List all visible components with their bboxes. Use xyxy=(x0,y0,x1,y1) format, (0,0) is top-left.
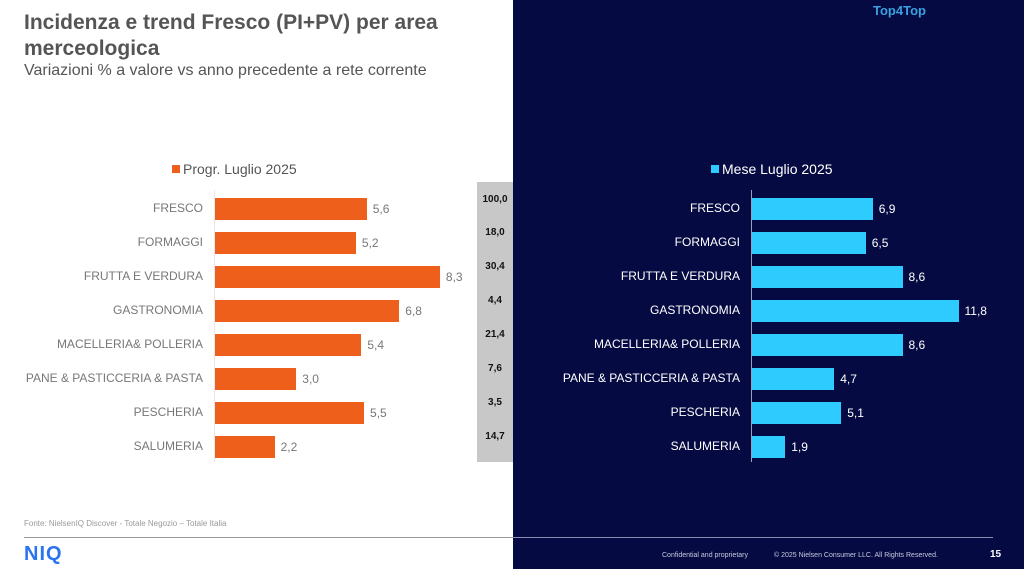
data-label: 6,5 xyxy=(871,236,889,250)
footer-divider xyxy=(24,537,513,538)
bar xyxy=(752,198,873,220)
category-label: FRESCO xyxy=(689,201,740,215)
data-label: 6,8 xyxy=(405,304,422,318)
bar xyxy=(215,368,297,390)
data-label: 5,6 xyxy=(372,202,390,216)
category-label: PESCHERIA xyxy=(670,405,740,419)
category-label: FRESCO xyxy=(152,201,203,215)
category-label: FRUTTA E VERDURA xyxy=(83,269,203,283)
bar xyxy=(215,334,362,356)
bar xyxy=(752,436,786,458)
incidence-value: 18,0 xyxy=(485,227,505,238)
category-axis xyxy=(751,190,752,462)
data-label: 11,8 xyxy=(964,304,987,318)
category-label: MACELLERIA& POLLERIA xyxy=(593,337,740,351)
legend-progr: Progr. Luglio 2025 xyxy=(172,161,297,177)
category-label: GASTRONOMIA xyxy=(112,303,203,317)
data-label: 8,6 xyxy=(908,338,926,352)
data-label: 5,1 xyxy=(847,406,864,420)
category-label: PANE & PASTICCERIA & PASTA xyxy=(562,371,740,385)
incidence-value: 7,6 xyxy=(488,363,502,374)
bar xyxy=(752,402,842,424)
category-label: PESCHERIA xyxy=(133,405,203,419)
niq-logo: NIQ xyxy=(24,543,63,565)
data-label: 5,4 xyxy=(367,338,385,352)
data-label: 5,2 xyxy=(361,236,379,250)
bar xyxy=(752,334,903,356)
bar xyxy=(752,300,959,322)
category-label: MACELLERIA& POLLERIA xyxy=(56,337,203,351)
incidence-value: 100,0 xyxy=(482,194,508,205)
confidential-note: Confidential and proprietary xyxy=(662,552,748,559)
legend-label: Mese Luglio 2025 xyxy=(722,161,833,177)
legend-swatch-orange xyxy=(172,165,180,173)
copyright-note: © 2025 Nielsen Consumer LLC. All Rights … xyxy=(774,552,938,559)
page-title: Incidenza e trend Fresco (PI+PV) per are… xyxy=(24,11,438,60)
category-label: SALUMERIA xyxy=(133,439,203,453)
page-subtitle: Variazioni % a valore vs anno precedente… xyxy=(24,62,427,79)
source-note: Fonte: NielsenIQ Discover - Totale Negoz… xyxy=(24,519,227,528)
data-label: 4,7 xyxy=(840,372,857,386)
category-axis xyxy=(214,190,215,462)
data-label: 6,9 xyxy=(878,202,896,216)
incidence-value: 14,7 xyxy=(485,431,505,442)
page-number: 15 xyxy=(990,549,1002,560)
bar xyxy=(215,266,440,288)
bar xyxy=(215,402,365,424)
incidence-value: 21,4 xyxy=(485,329,505,340)
data-label: 5,5 xyxy=(370,406,387,420)
category-label: GASTRONOMIA xyxy=(649,303,740,317)
category-label: FRUTTA E VERDURA xyxy=(620,269,740,283)
legend-swatch-cyan xyxy=(711,165,719,173)
category-label: SALUMERIA xyxy=(670,439,740,453)
data-label: 2,2 xyxy=(280,440,298,454)
brand-label: Top4Top xyxy=(873,3,926,18)
bar xyxy=(752,232,866,254)
category-label: FORMAGGI xyxy=(674,235,740,249)
bar xyxy=(215,198,367,220)
bar xyxy=(752,368,835,390)
incidence-column xyxy=(477,182,513,462)
category-label: PANE & PASTICCERIA & PASTA xyxy=(25,371,203,385)
incidence-value: 3,5 xyxy=(488,397,502,408)
incidence-value: 30,4 xyxy=(485,261,505,272)
data-label: 1,9 xyxy=(791,440,808,454)
data-label: 8,3 xyxy=(445,270,463,284)
bar xyxy=(215,436,275,458)
bar xyxy=(215,300,400,322)
bar xyxy=(752,266,903,288)
footer-divider xyxy=(513,537,993,538)
legend-label: Progr. Luglio 2025 xyxy=(183,161,297,177)
category-label: FORMAGGI xyxy=(137,235,203,249)
bar xyxy=(215,232,356,254)
data-label: 8,6 xyxy=(908,270,926,284)
legend-mese: Mese Luglio 2025 xyxy=(711,161,833,177)
incidence-value: 4,4 xyxy=(488,295,502,306)
data-label: 3,0 xyxy=(302,372,319,386)
